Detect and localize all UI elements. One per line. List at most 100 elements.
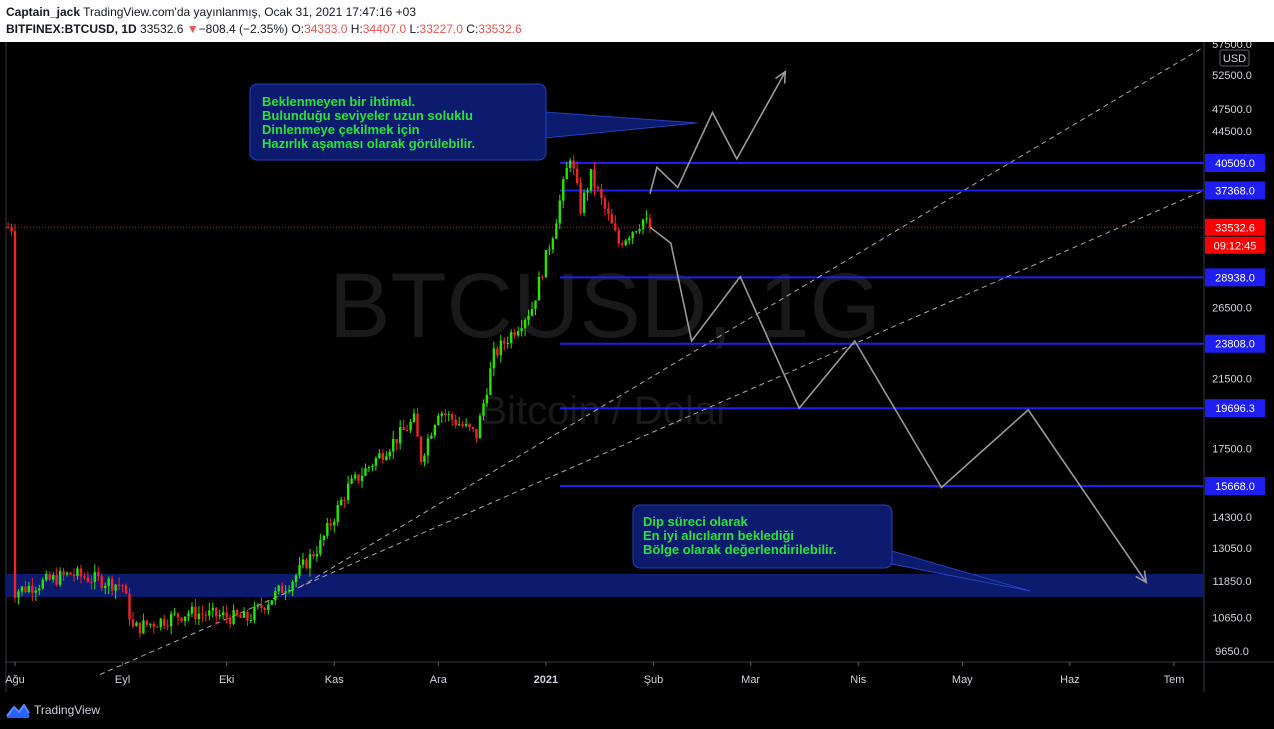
- candle-body: [284, 591, 287, 593]
- candle-body: [173, 613, 176, 615]
- candle-body: [194, 606, 197, 620]
- time-tick-label: Kas: [325, 674, 344, 686]
- candle-body: [343, 499, 346, 501]
- current-price-label: 33532.6: [1215, 222, 1255, 234]
- price-tick-label: 14300.0: [1212, 512, 1252, 524]
- support-zone[interactable]: [6, 573, 1204, 598]
- candle-body: [107, 578, 110, 586]
- candle-body: [537, 276, 541, 301]
- candle-body: [627, 238, 631, 241]
- candle-body: [516, 331, 520, 336]
- level-label: 40509.0: [1215, 158, 1255, 170]
- candle-body: [603, 198, 607, 209]
- author-name[interactable]: Captain_jack: [6, 5, 81, 19]
- candle-body: [253, 606, 256, 620]
- candle-body: [128, 593, 131, 620]
- level-label-box: [1205, 154, 1265, 172]
- open-value: 34333.0: [304, 22, 348, 36]
- candle-body: [475, 428, 478, 439]
- candle-body: [541, 276, 544, 278]
- level-labels: 40509.0 37368.0 28938.0 23808.0 19696.3 15668…: [1205, 154, 1265, 495]
- candle-body: [596, 187, 600, 189]
- candle-body: [451, 414, 454, 420]
- time-tick-label: Eyl: [115, 674, 130, 686]
- candle-body: [215, 607, 218, 617]
- price-tick-label: 21500.0: [1212, 373, 1252, 385]
- candle-body: [492, 348, 496, 369]
- candle-body: [239, 615, 242, 618]
- current-price-labels: 33532.6 09:12:45: [1205, 218, 1265, 254]
- currency-badge[interactable]: [1219, 49, 1250, 67]
- open-label: O:: [291, 22, 305, 36]
- tradingview-brand[interactable]: TradingView: [34, 703, 101, 717]
- candle-body: [232, 609, 235, 624]
- candle-body: [548, 249, 551, 251]
- candle-body: [392, 439, 395, 452]
- price-tick-label: 11850.0: [1213, 576, 1252, 588]
- candle-body: [444, 413, 447, 416]
- candle-body: [86, 577, 90, 582]
- candle-body: [336, 505, 339, 522]
- candle-body: [305, 559, 308, 569]
- horizontal-levels: [560, 162, 1204, 487]
- candle-body: [513, 332, 516, 336]
- candle-body: [319, 539, 322, 554]
- projection-path-down[interactable]: [649, 226, 1147, 583]
- candle-body: [426, 438, 430, 456]
- candle-body: [496, 348, 499, 356]
- projection-paths: [649, 70, 1148, 584]
- price-chart[interactable]: BTCUSD, 1G Bitcoin / Dolar Beklenmeyen b…: [0, 42, 1274, 692]
- candle-body: [45, 574, 48, 580]
- candle-body: [291, 581, 294, 590]
- candle-body: [228, 617, 232, 624]
- candle-body: [353, 474, 357, 479]
- candle-body: [339, 499, 343, 506]
- candle-body: [558, 200, 561, 224]
- trend-line[interactable]: [99, 189, 1205, 675]
- candle-body: [607, 208, 610, 215]
- candle-body: [395, 439, 398, 444]
- candle-body: [166, 625, 169, 627]
- price-tick-label: 44500.0: [1212, 126, 1252, 138]
- candle-body: [624, 240, 627, 246]
- candle-body: [20, 586, 24, 592]
- time-axis[interactable]: Ağu Eyl Eki Kas Ara 2021 Şub Mar Nis May Haz Tem: [5, 662, 1184, 686]
- candle-body: [333, 521, 336, 526]
- candle-body: [364, 468, 367, 476]
- currency-label: USD: [1223, 53, 1246, 65]
- candle-body: [589, 169, 593, 191]
- candle-body: [402, 427, 405, 430]
- callout-top[interactable]: Beklenmeyen bir ihtimal. Bulunduğu seviy…: [249, 83, 698, 161]
- projection-path-up[interactable]: [649, 71, 787, 195]
- candle-body: [41, 579, 44, 589]
- candle-body: [510, 332, 513, 344]
- time-tick-label: Ağu: [5, 674, 25, 686]
- candle-body: [6, 227, 10, 229]
- candle-body: [27, 585, 31, 592]
- price-axis[interactable]: USD 57500.0 52500.0 47500.0 44500.0 26500.0 2…: [1212, 42, 1252, 658]
- candle-body: [156, 626, 159, 628]
- price-tick-label: 52500.0: [1212, 70, 1252, 82]
- candle-body: [378, 453, 381, 459]
- symbol-label[interactable]: BITFINEX:BTCUSD, 1D: [6, 22, 137, 36]
- candle-body: [260, 604, 263, 609]
- publish-line: Captain_jack TradingView.com'da yayınlan…: [6, 5, 416, 19]
- candle-body: [385, 456, 388, 460]
- price-tick-label: 57500.0: [1212, 42, 1252, 51]
- publish-info: TradingView.com'da yayınlanmış, Ocak 31,…: [83, 5, 417, 19]
- trend-line[interactable]: [299, 46, 1205, 588]
- candle-body: [69, 572, 72, 575]
- time-tick-label: May: [952, 674, 973, 686]
- footer: TradingView: [0, 692, 1274, 729]
- candle-body: [183, 616, 187, 621]
- candle-body: [631, 232, 634, 239]
- candle-body: [10, 227, 13, 232]
- level-label: 23808.0: [1215, 339, 1255, 351]
- candle-body: [117, 584, 121, 586]
- callout-bottom[interactable]: Dip süreci olarak En iyi alıcıların bekl…: [632, 504, 1031, 592]
- candles: [6, 155, 652, 638]
- candle-body: [124, 585, 128, 594]
- callout-bottom-box: [632, 504, 893, 569]
- candle-body: [211, 607, 214, 611]
- level-label: 28938.0: [1215, 272, 1255, 284]
